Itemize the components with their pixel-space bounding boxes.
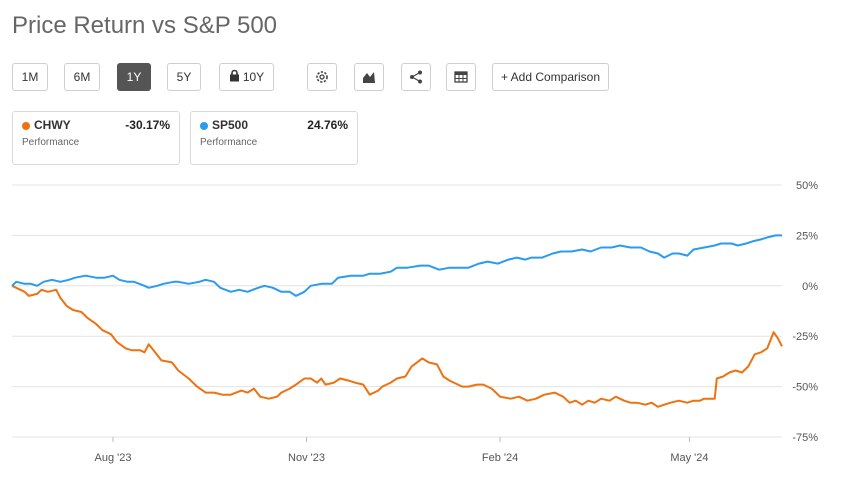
series-performance-value: -30.17% [125,118,170,132]
series-dot-sp500 [200,122,208,130]
add-comparison-button[interactable]: + Add Comparison [492,63,609,91]
y-tick-label: -75% [792,432,818,444]
legend-card-sp500[interactable]: SP500 24.76% Performance [190,111,358,165]
page-title: Price Return vs S&P 500 [12,12,278,39]
chart-type-button[interactable] [354,63,384,91]
series-performance-value: 24.76% [307,118,348,132]
table-button[interactable] [446,63,476,91]
series-name: CHWY [34,118,71,132]
x-tick-label: Nov '23 [288,452,325,464]
series-performance-label: Performance [200,137,258,148]
legend-card-chwy[interactable]: CHWY -30.17% Performance [12,111,180,165]
share-icon [410,70,422,84]
chart-type-icon [363,72,375,83]
y-tick-label: 25% [796,230,818,242]
series-line-chwy [11,284,783,408]
x-tick-label: May '24 [670,452,708,464]
range-6m-button[interactable]: 6M [64,63,100,91]
range-10y-label: 10Y [242,70,265,84]
y-tick-label: -50% [792,382,818,394]
range-10y-button[interactable]: 10Y [219,63,274,91]
y-tick-label: 0% [802,281,818,293]
lock-icon [229,65,240,91]
series-dot-chwy [22,122,30,130]
settings-button[interactable] [307,63,337,91]
range-1m-button[interactable]: 1M [12,63,48,91]
share-button[interactable] [401,63,431,91]
gear-icon [316,71,328,83]
y-tick-label: 50% [796,180,818,192]
range-5y-button[interactable]: 5Y [167,63,201,91]
x-tick-label: Feb '24 [482,452,518,464]
table-icon [454,71,468,83]
y-tick-label: -25% [792,331,818,343]
series-line-sp500 [11,234,782,297]
x-tick-label: Aug '23 [94,452,131,464]
price-return-chart: 50% 25% 0% -25% -50% -75% Aug '23 Nov '23 Feb '2… [11,180,818,464]
series-performance-label: Performance [22,137,80,148]
range-1y-button[interactable]: 1Y [117,63,151,91]
series-name: SP500 [212,118,249,132]
